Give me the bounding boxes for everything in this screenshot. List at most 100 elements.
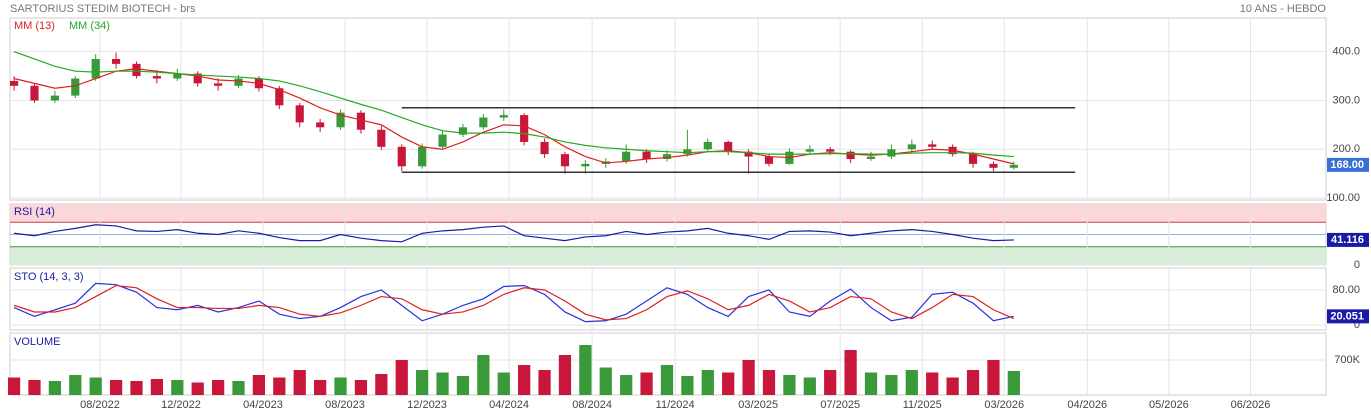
legend-entry: MM (34) bbox=[69, 20, 110, 32]
volume-bar bbox=[538, 370, 551, 395]
volume-bar bbox=[354, 380, 368, 395]
candle-body bbox=[173, 73, 182, 79]
volume-bar bbox=[211, 380, 225, 395]
volume-bar bbox=[273, 377, 286, 395]
volume-bar bbox=[701, 370, 714, 395]
panel-title: STO (14, 3, 3) bbox=[14, 271, 84, 283]
volume-bar bbox=[518, 365, 531, 395]
series-line bbox=[14, 224, 1014, 243]
volume-bar bbox=[130, 381, 143, 395]
candle-body bbox=[397, 146, 406, 167]
volume-bar bbox=[660, 365, 674, 395]
volume-bar bbox=[681, 376, 694, 395]
volume-bar bbox=[293, 370, 306, 395]
volume-bar bbox=[722, 372, 735, 395]
candle-body bbox=[724, 141, 733, 152]
series-line bbox=[13, 284, 1015, 321]
candle-body bbox=[316, 122, 325, 128]
volume-bar bbox=[375, 374, 388, 395]
volume-bar bbox=[803, 377, 816, 395]
chart-title: SARTORIUS STEDIM BIOTECH - brs bbox=[10, 3, 196, 15]
candle-body bbox=[356, 112, 366, 130]
candle-body bbox=[581, 163, 590, 167]
x-tick-label: 03/2026 bbox=[984, 399, 1024, 411]
volume-bar bbox=[171, 380, 184, 395]
volume-bar bbox=[109, 380, 123, 395]
last-value-box bbox=[1327, 309, 1369, 324]
series-line bbox=[13, 51, 1014, 158]
volume-bar bbox=[28, 380, 41, 395]
candle-body bbox=[764, 156, 774, 164]
volume-bar bbox=[987, 360, 1000, 395]
x-tick-label: 11/2024 bbox=[656, 399, 695, 411]
candle-body bbox=[234, 78, 243, 86]
candle-body bbox=[703, 141, 712, 150]
panel bbox=[9, 17, 1327, 201]
y-tick-label: 200.0 bbox=[1332, 143, 1360, 155]
panel-title: VOLUME bbox=[14, 336, 60, 348]
volume-bar bbox=[620, 375, 633, 395]
candle-body bbox=[377, 129, 386, 147]
candle-body bbox=[540, 141, 549, 155]
last-value-label: 41.116 bbox=[1331, 234, 1364, 246]
x-tick-label: 12/2023 bbox=[407, 399, 447, 411]
candle-body bbox=[193, 73, 202, 84]
volume-bar bbox=[905, 370, 918, 395]
candle-body bbox=[683, 149, 692, 155]
volume-bar bbox=[497, 372, 510, 395]
series-line bbox=[13, 282, 1014, 323]
panel bbox=[9, 267, 1327, 331]
volume-bar bbox=[232, 381, 245, 395]
x-tick-label: 04/2026 bbox=[1067, 399, 1107, 411]
candle-body bbox=[295, 105, 304, 123]
volume-bar bbox=[946, 377, 959, 395]
volume-bar bbox=[640, 372, 653, 395]
volume-bar bbox=[762, 370, 776, 395]
candle-body bbox=[10, 80, 19, 86]
candle-body bbox=[1009, 164, 1018, 168]
y-tick-label: 300.0 bbox=[1332, 94, 1360, 106]
candle-body bbox=[989, 163, 998, 168]
candle-body bbox=[71, 78, 80, 96]
x-tick-label: 08/2023 bbox=[325, 399, 365, 411]
volume-bar bbox=[314, 380, 327, 395]
x-tick-label: 08/2024 bbox=[572, 399, 612, 411]
oversold-zone bbox=[10, 246, 1326, 265]
legend-entry: MM (13) bbox=[14, 20, 55, 32]
y-tick-label: 0 bbox=[1354, 259, 1360, 271]
candle-body bbox=[662, 154, 672, 160]
candle-body bbox=[336, 112, 345, 128]
volume-bar bbox=[783, 375, 796, 395]
candle-body bbox=[560, 154, 570, 167]
volume-bar bbox=[69, 375, 82, 395]
candle-body bbox=[214, 83, 223, 86]
x-tick-label: 03/2025 bbox=[738, 399, 778, 411]
candle-body bbox=[30, 85, 39, 101]
volume-bar bbox=[436, 372, 449, 395]
candle-body bbox=[744, 151, 753, 157]
volume-bar bbox=[252, 375, 266, 395]
volume-bar bbox=[1007, 371, 1020, 395]
volume-bar bbox=[48, 381, 62, 395]
chart-subtitle: 10 ANS - HEBDO bbox=[1240, 3, 1327, 15]
candle-body bbox=[91, 58, 100, 79]
volume-bar bbox=[191, 382, 204, 395]
candle-body bbox=[907, 144, 916, 150]
volume-bar bbox=[7, 377, 21, 395]
overbought-zone bbox=[10, 204, 1326, 223]
volume-bar bbox=[579, 345, 592, 395]
volume-bar bbox=[89, 377, 102, 395]
y-tick-label: 0 bbox=[1354, 319, 1360, 331]
x-tick-label: 05/2026 bbox=[1149, 399, 1189, 411]
last-value-label: 20.051 bbox=[1330, 310, 1364, 322]
candle-body bbox=[152, 76, 161, 79]
candle-body bbox=[479, 117, 488, 128]
candle-body bbox=[499, 115, 508, 118]
candle-body bbox=[805, 149, 814, 152]
candle-body bbox=[438, 134, 447, 147]
candle-body bbox=[826, 149, 835, 152]
volume-bar bbox=[742, 360, 755, 395]
y-tick-label: 80.00 bbox=[1332, 284, 1360, 296]
candle-body bbox=[928, 144, 937, 147]
